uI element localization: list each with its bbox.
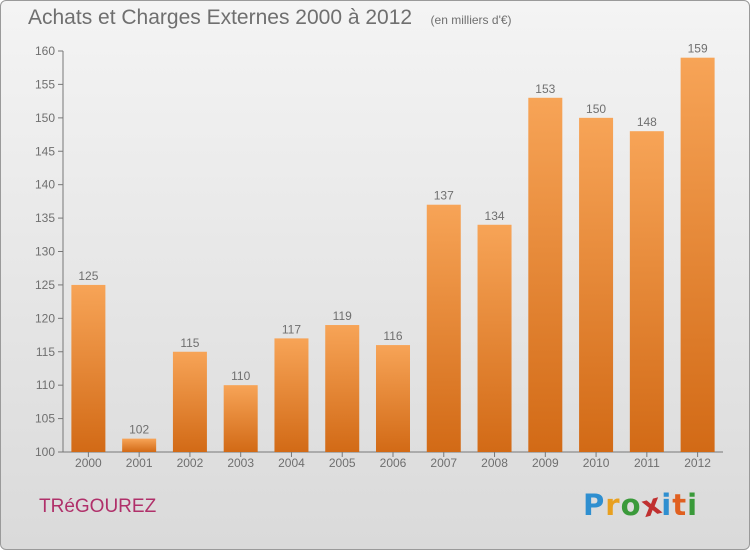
logo-letter: P [583,488,606,522]
x-tick-label: 2000 [75,456,102,470]
x-tick-label: 2005 [329,456,356,470]
y-tick-label: 135 [35,211,55,225]
proxiti-logo: Proxiti [583,486,699,524]
x-tick-label: 2007 [430,456,457,470]
data-label: 119 [333,309,352,323]
bar-2010 [579,117,614,452]
x-tick-label: 2001 [126,456,153,470]
x-tick-label: 2009 [532,456,559,470]
x-tick-label: 2003 [227,456,254,470]
bar-2001 [122,438,157,452]
y-tick-label: 130 [35,245,55,259]
chart-title: Achats et Charges Externes 2000 à 2012 [28,6,413,29]
x-tick-label: 2012 [684,456,711,470]
data-label: 153 [535,82,555,96]
y-tick-label: 150 [35,111,55,125]
y-tick-label: 160 [35,44,55,58]
y-tick-label: 115 [36,345,55,359]
data-label: 150 [586,102,606,116]
y-tick-label: 155 [35,77,55,91]
commune-name: TRéGOUREZ [39,496,157,517]
x-tick-label: 2010 [583,456,610,470]
x-tick-label: 2004 [278,456,305,470]
y-tick-label: 110 [36,378,55,392]
logo-letter: t [672,488,688,522]
bar-2008 [477,224,512,452]
data-label: 117 [282,322,301,336]
x-tick-label: 2011 [634,456,660,470]
logo-letter: i [661,488,673,522]
x-tick-label: 2006 [380,456,407,470]
data-label: 102 [129,423,149,437]
data-label: 134 [485,209,505,223]
chart-title-block: Achats et Charges Externes 2000 à 2012 (… [28,6,512,30]
bar-2000 [71,284,106,452]
logo-letter: r [605,488,621,522]
bar-2007 [426,204,461,452]
data-label: 116 [383,329,402,343]
bar-2012 [680,57,715,452]
data-label: 125 [78,269,98,283]
chart-subtitle: (en milliers d'€) [430,13,512,27]
bar-2003 [223,385,258,452]
y-tick-label: 140 [35,178,55,192]
bar-2006 [376,345,410,452]
logo-letter: i [687,488,699,522]
bar-2009 [528,97,563,453]
data-label: 110 [231,369,250,383]
bar-2004 [274,338,309,452]
y-tick-label: 145 [35,144,55,158]
data-label: 115 [180,336,199,350]
x-tick-label: 2002 [177,456,204,470]
y-tick-label: 105 [35,412,55,426]
y-tick-label: 100 [35,445,55,459]
logo-letter: o [620,488,642,522]
x-tick-label: 2008 [481,456,508,470]
y-tick-label: 120 [35,311,55,325]
bar-2005 [325,325,360,452]
bar-2002 [172,351,207,452]
bar-2011 [629,131,664,452]
data-label: 159 [688,42,708,56]
data-label: 148 [637,115,657,129]
y-tick-label: 125 [35,278,55,292]
data-label: 137 [434,189,454,203]
